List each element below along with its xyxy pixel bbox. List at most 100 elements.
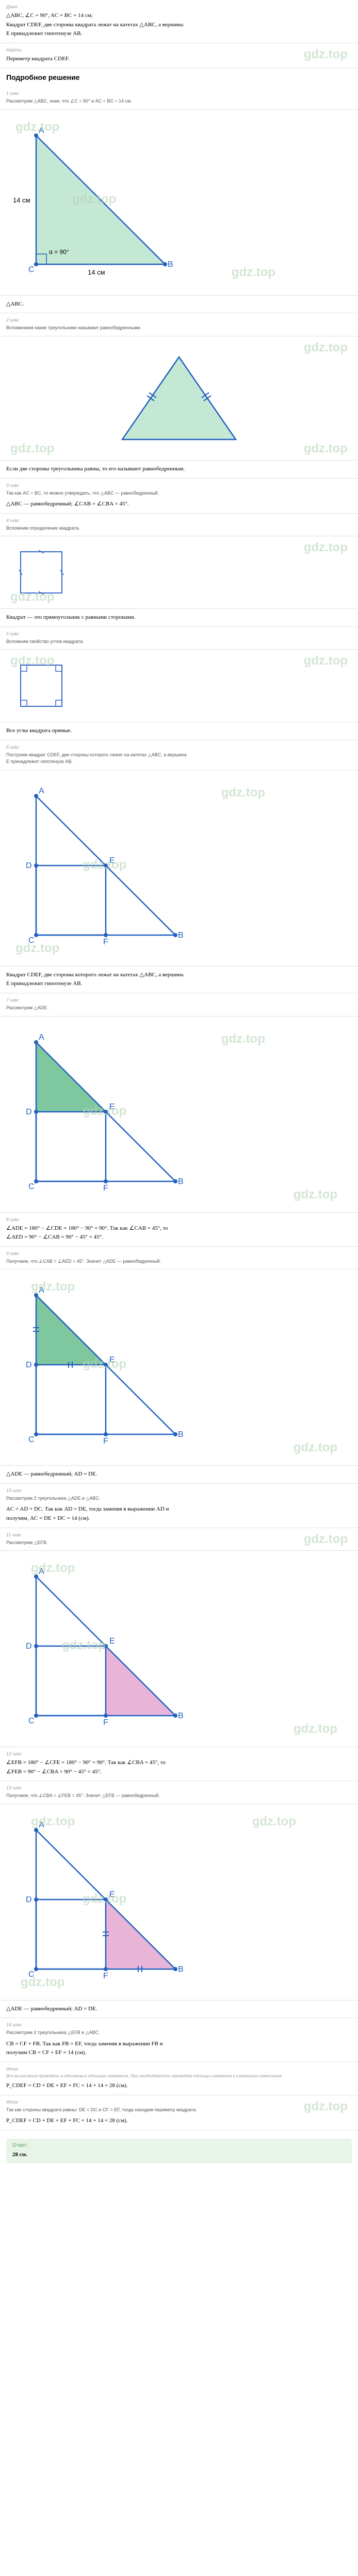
step12-l1: ∠EFB = 180° − ∠CFE = 180° − 90° = 90°. Т… (6, 1758, 352, 1768)
efb-marks-svg: A B C D E F (10, 1815, 196, 1990)
figure-tri-square: gdz.top gdz.top gdz.top A B C D E F (0, 770, 358, 967)
figure-efb: gdz.top gdz.top gdz.top A B C D E F (0, 1551, 358, 1747)
step14: 14 шаг Рассмотрим 2 треугольника △EFB и … (0, 2018, 358, 2062)
svg-text:F: F (103, 1184, 108, 1193)
square-angles-svg (10, 660, 72, 711)
find-block: Найти: gdz.top Периметр квадрата CDEF. (0, 43, 358, 69)
angles-prop: Все углы квадрата прямые. (6, 726, 352, 736)
svg-text:D: D (26, 1108, 32, 1116)
step2: 2 шаг Вспоминаем какие треугольники назы… (0, 313, 358, 336)
svg-text:A: A (39, 1286, 44, 1295)
svg-text:F: F (103, 1718, 108, 1727)
given-block: Дано: △ABC, ∠C = 90°, AC = BC = 14 см; К… (0, 0, 358, 43)
step6-text1: Построим квадрат CDEF, две стороны котор… (6, 752, 352, 759)
final-block: Итог gdz.top Так как стороны квадрата ра… (0, 2095, 358, 2130)
step7-label: 7 шаг (6, 997, 352, 1003)
step9-text: Получаем, что ∠CAB = ∠AED = 45°. Значит … (6, 1258, 352, 1265)
step14-label: 14 шаг (6, 2022, 352, 2027)
svg-text:B: B (178, 931, 184, 940)
penult-label: Итог (6, 2066, 352, 2072)
watermark: gdz.top (304, 341, 348, 355)
step6-label: 6 шаг (6, 744, 352, 750)
watermark: gdz.top (294, 1440, 337, 1455)
iso-svg (91, 347, 267, 450)
step14-l1: CB = CF + FB. Так как FB = EF, тогда зам… (6, 2040, 352, 2049)
svg-text:B: B (178, 1177, 184, 1186)
step1: 1 шаг Рассмотрим △ABC, зная, что ∠C = 90… (0, 87, 358, 110)
step11: 11 шаг gdz.top Рассмотрим △EFB. (0, 1528, 358, 1551)
figure-square-plain: gdz.top gdz.top (0, 536, 358, 609)
step4-label: 4 шаг (6, 518, 352, 523)
svg-text:C: C (28, 1970, 35, 1979)
step4-text: Вспомним определение квадрата. (6, 525, 352, 532)
step3-result: △ABC — равнобедренный; ∠CAB = ∠CBA = 45°… (6, 500, 352, 509)
find-text: Периметр квадрата CDEF. (6, 55, 352, 64)
figure-efb-marks: gdz.top gdz.top gdz.top gdz.top A B C D … (0, 1804, 358, 2001)
step3: 3 шаг Так как AC = BC, то можно утвержда… (0, 479, 358, 514)
final-label: Итог (6, 2099, 352, 2105)
svg-text:α = 90°: α = 90° (49, 248, 69, 256)
step9: 9 шаг Получаем, что ∠CAB = ∠AED = 45°. З… (0, 1247, 358, 1270)
step2-label: 2 шаг (6, 317, 352, 323)
svg-text:C: C (28, 1182, 35, 1191)
figure-ade-marks: gdz.top gdz.top gdz.top A B C D E F (0, 1269, 358, 1466)
step3-explain: Так как AC = BC, то можно утверждать, чт… (6, 490, 352, 497)
watermark: gdz.top (232, 265, 275, 280)
step10-l1: AC = AD + DC. Так как AD = DE, тогда зам… (6, 1505, 352, 1514)
step14-l2: получим CB = CF + EF = 14 (см). (6, 2048, 352, 2058)
final-explain: Так как стороны квадрата равны: DE = DC … (6, 2107, 352, 2114)
svg-text:C: C (28, 1435, 35, 1444)
given-line3: E принадлежит гипотенузе AB. (6, 29, 352, 39)
ade-marks-svg: A B C D E F (10, 1280, 196, 1455)
tri-square-svg: A B C D E F (10, 781, 196, 956)
watermark: gdz.top (304, 654, 348, 668)
given-line1: △ABC, ∠C = 90°, AC = BC = 14 см; (6, 11, 352, 21)
svg-text:14 см: 14 см (13, 196, 30, 204)
step5-label: 5 шаг (6, 631, 352, 636)
step8: 8 шаг ∠ADE = 180° − ∠CDE = 180° − 90° = … (0, 1213, 358, 1247)
step10-l2: получим, AC = DE + DC = 14 (см). (6, 1514, 352, 1523)
figure-iso: gdz.top gdz.top gdz.top (0, 336, 358, 461)
step10-label: 10 шаг (6, 1488, 352, 1493)
watermark: gdz.top (294, 1188, 337, 1202)
step8-l1: ∠ADE = 180° − ∠CDE = 180° − 90° = 90°. Т… (6, 1224, 352, 1233)
svg-text:B: B (178, 1430, 184, 1439)
svg-text:E: E (109, 856, 115, 865)
solution-heading: Подробное решение (0, 68, 358, 87)
step12-l2: ∠FEB = 90° − ∠CBA = 90° − 45° = 45°. (6, 1768, 352, 1777)
step13-text: Получаем, что ∠CBA = ∠FEB = 45°. Значит … (6, 1792, 352, 1800)
figure-triangle-abc: gdz.top gdz.top gdz.top A B C 14 см 14 с… (0, 110, 358, 296)
svg-text:E: E (109, 1103, 115, 1111)
penult-formula: P_CDEF = CD + DE + EF + FC = 14 + 14 = 2… (6, 2081, 352, 2091)
step8-l2: ∠AED = 90° − ∠CAB = 90° − 45° = 45°. (6, 1233, 352, 1242)
ade-result2: △ADE — равнобедренный; AD = DE. (6, 2005, 352, 2014)
step6: 6 шаг Построим квадрат CDEF, две стороны… (0, 740, 358, 770)
step5-text: Вспомним свойство углов квадрата. (6, 638, 352, 646)
given-line2: Квадрат CDEF, две стороны квадрата лежат… (6, 21, 352, 30)
svg-text:A: A (39, 787, 44, 795)
step7: 7 шаг Рассмотрим △ADE. (0, 993, 358, 1016)
step11-text: Рассмотрим △EFB. (6, 1539, 352, 1547)
step7-text: Рассмотрим △ADE. (6, 1005, 352, 1012)
svg-text:B: B (168, 260, 173, 269)
step11-label: 11 шаг (6, 1532, 352, 1537)
svg-text:D: D (26, 1361, 32, 1369)
sq-caption-block: Квадрат CDEF, две стороны которого лежат… (0, 967, 358, 993)
svg-text:F: F (103, 1437, 108, 1446)
svg-text:C: C (28, 1717, 35, 1725)
svg-text:C: C (28, 936, 35, 945)
sq-caption2: E принадлежит гипотенузе AB. (6, 979, 352, 989)
equal-sides-block: Если две стороны треугольника равны, то … (0, 461, 358, 479)
penult-block: Итог Все вычисления проведены в одинаков… (0, 2062, 358, 2095)
answer-value: 28 см. (12, 2150, 346, 2160)
efb-svg: A B C D E F (10, 1561, 196, 1736)
svg-text:D: D (26, 1895, 32, 1904)
watermark: gdz.top (252, 1815, 296, 1829)
triangle-svg: A B C 14 см 14 см α = 90° (10, 120, 186, 285)
svg-text:E: E (109, 1637, 115, 1646)
step8-label: 8 шаг (6, 1217, 352, 1222)
step9-label: 9 шаг (6, 1251, 352, 1256)
svg-text:A: A (39, 126, 44, 135)
figure-square-angles: gdz.top gdz.top (0, 650, 358, 722)
step6-text2: E принадлежит гипотенузе AB. (6, 758, 352, 766)
